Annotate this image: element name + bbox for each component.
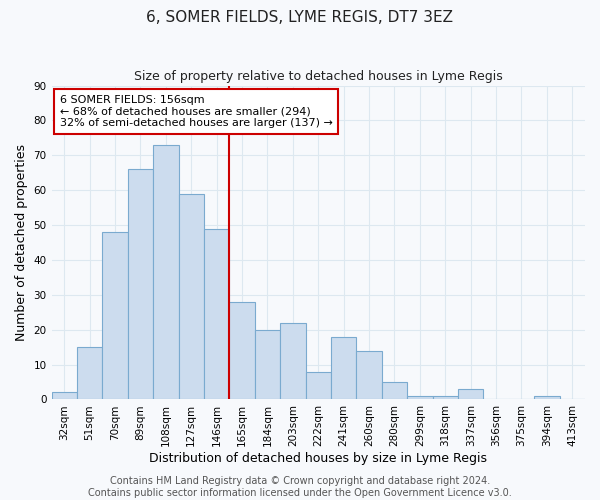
Bar xyxy=(204,228,229,400)
Title: Size of property relative to detached houses in Lyme Regis: Size of property relative to detached ho… xyxy=(134,70,503,83)
Bar xyxy=(153,145,179,400)
Bar xyxy=(458,389,484,400)
Bar xyxy=(229,302,255,400)
Bar xyxy=(407,396,433,400)
Bar xyxy=(128,170,153,400)
Bar xyxy=(179,194,204,400)
Bar xyxy=(382,382,407,400)
Text: 6, SOMER FIELDS, LYME REGIS, DT7 3EZ: 6, SOMER FIELDS, LYME REGIS, DT7 3EZ xyxy=(146,10,454,25)
Bar xyxy=(305,372,331,400)
Bar xyxy=(331,336,356,400)
Bar xyxy=(52,392,77,400)
Bar xyxy=(356,350,382,400)
Y-axis label: Number of detached properties: Number of detached properties xyxy=(15,144,28,341)
Bar xyxy=(280,322,305,400)
Bar xyxy=(433,396,458,400)
Text: Contains HM Land Registry data © Crown copyright and database right 2024.
Contai: Contains HM Land Registry data © Crown c… xyxy=(88,476,512,498)
X-axis label: Distribution of detached houses by size in Lyme Regis: Distribution of detached houses by size … xyxy=(149,452,487,465)
Bar xyxy=(534,396,560,400)
Bar xyxy=(77,347,103,400)
Text: 6 SOMER FIELDS: 156sqm
← 68% of detached houses are smaller (294)
32% of semi-de: 6 SOMER FIELDS: 156sqm ← 68% of detached… xyxy=(59,95,332,128)
Bar xyxy=(255,330,280,400)
Bar xyxy=(103,232,128,400)
